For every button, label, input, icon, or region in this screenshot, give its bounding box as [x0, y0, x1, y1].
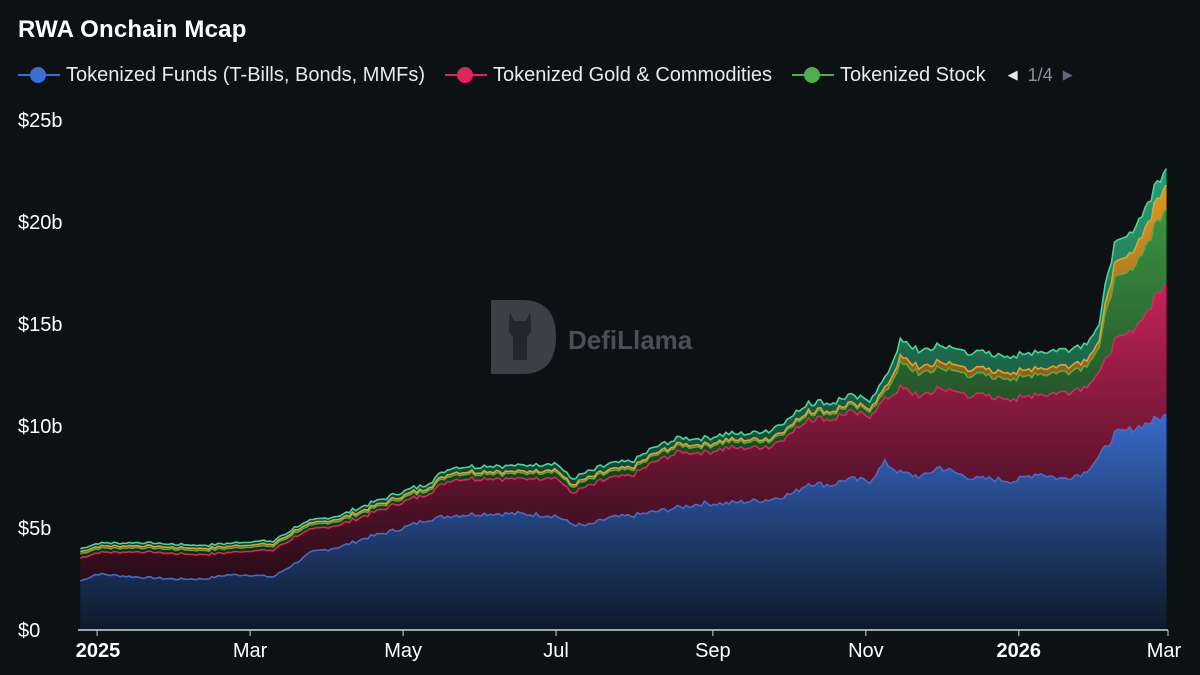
x-tick-mar: Mar: [233, 640, 268, 662]
x-tick-2026: 2026: [997, 640, 1042, 662]
legend-label-stock: Tokenized Stock: [840, 63, 986, 86]
watermark-text: DefiLlama: [568, 325, 693, 355]
y-tick-0: $0: [18, 620, 40, 642]
x-tick-sep: Sep: [695, 640, 731, 662]
defillama-watermark: DefiLlama: [491, 300, 693, 374]
legend: Tokenized Funds (T-Bills, Bonds, MMFs) T…: [18, 62, 1079, 88]
legend-label-funds: Tokenized Funds (T-Bills, Bonds, MMFs): [66, 63, 425, 86]
x-tick-nov: Nov: [848, 640, 884, 662]
llama-logo-icon: [491, 300, 556, 374]
x-tick-may: May: [384, 640, 422, 662]
legend-item-gold[interactable]: Tokenized Gold & Commodities: [445, 64, 772, 87]
line-series-2: [80, 208, 1168, 555]
legend-item-funds[interactable]: Tokenized Funds (T-Bills, Bonds, MMFs): [18, 64, 425, 87]
legend-label-gold: Tokenized Gold & Commodities: [493, 63, 773, 86]
line-series-1: [79, 283, 1168, 559]
line-series-4: [80, 168, 1168, 550]
y-tick-15b: $15b: [18, 314, 63, 336]
x-tick-2025: 2025: [76, 640, 121, 662]
y-tick-25b: $25b: [18, 110, 63, 132]
legend-marker-stock-icon: [792, 65, 835, 85]
area-series-1: [80, 283, 1167, 582]
x-tick-jul: Jul: [543, 640, 569, 662]
y-tick-5b: $5b: [18, 518, 51, 540]
y-tick-10b: $10b: [18, 416, 63, 438]
legend-item-stock[interactable]: Tokenized Stock: [792, 64, 986, 87]
chart-title: RWA Onchain Mcap: [18, 16, 247, 43]
legend-pager: ◀ 1/4 ▶: [1002, 65, 1079, 86]
legend-marker-gold-icon: [445, 65, 487, 85]
area-series-2: [80, 208, 1167, 559]
legend-next-arrow-icon[interactable]: ▶: [1062, 67, 1073, 82]
area-series-4: [80, 168, 1167, 552]
line-series-0: [79, 413, 1167, 582]
legend-page-count: 1/4: [1027, 64, 1053, 85]
legend-prev-arrow-icon[interactable]: ◀: [1007, 67, 1018, 82]
y-tick-20b: $20b: [18, 212, 63, 234]
x-tick-mar-2026: Mar: [1147, 640, 1182, 662]
area-series-0: [80, 414, 1167, 630]
line-series-3: [80, 184, 1168, 553]
legend-marker-funds-icon: [18, 65, 60, 85]
